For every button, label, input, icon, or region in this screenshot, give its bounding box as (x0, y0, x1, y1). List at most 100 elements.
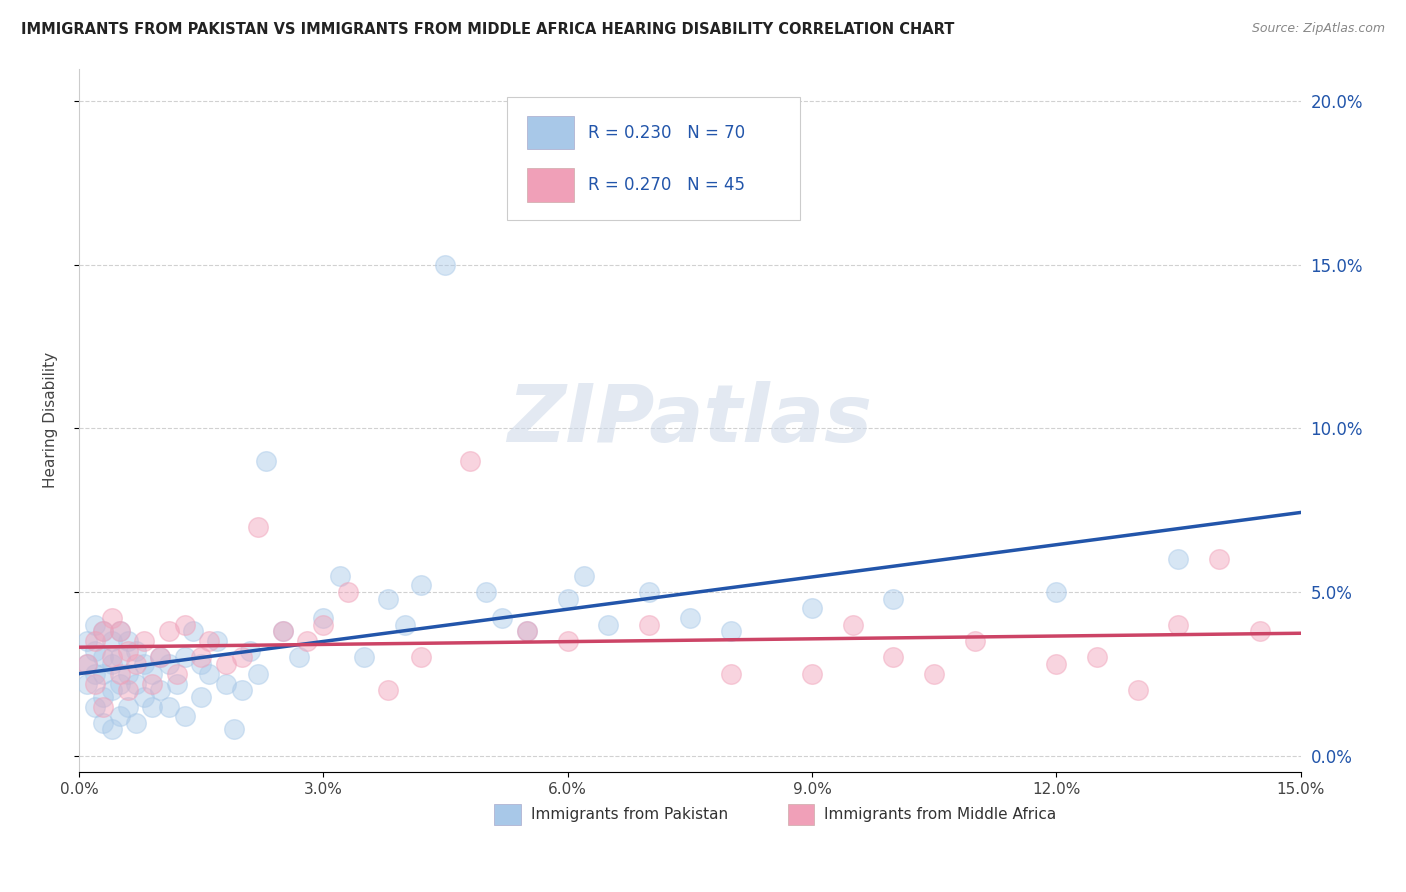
Point (132, 657, 155, 671)
Point (231, 683, 253, 698)
Point (84, 666, 107, 681)
Point (157, 624, 180, 639)
Text: ZIPatlas: ZIPatlas (508, 381, 872, 459)
Point (409, 578, 432, 592)
Point (166, 666, 188, 681)
Point (108, 676, 131, 690)
Point (801, 666, 824, 681)
Point (100, 634, 122, 648)
Point (84, 676, 107, 690)
Point (125, 644, 148, 658)
Point (100, 723, 122, 737)
Point (1249, 624, 1271, 639)
Point (132, 690, 155, 704)
Point (458, 454, 481, 468)
Point (125, 657, 148, 671)
Text: R = 0.270   N = 45: R = 0.270 N = 45 (588, 177, 745, 194)
Point (882, 650, 904, 665)
Point (141, 666, 163, 681)
Point (157, 699, 180, 714)
Point (720, 624, 742, 639)
Point (108, 650, 131, 665)
Point (93, 699, 115, 714)
FancyBboxPatch shape (506, 96, 800, 219)
Point (312, 617, 335, 632)
Point (84, 699, 107, 714)
Point (173, 617, 195, 632)
Point (1126, 683, 1149, 698)
Point (222, 723, 245, 737)
Point (181, 624, 204, 639)
Point (76, 657, 98, 671)
Text: R = 0.230   N = 70: R = 0.230 N = 70 (588, 123, 745, 142)
Point (1085, 650, 1108, 665)
Point (271, 624, 294, 639)
Point (141, 676, 163, 690)
Point (93, 624, 115, 639)
Point (157, 657, 180, 671)
Point (295, 634, 318, 648)
Point (173, 650, 195, 665)
Point (117, 666, 139, 681)
Point (271, 624, 294, 639)
Point (108, 624, 131, 639)
Point (247, 519, 270, 533)
Point (173, 709, 195, 723)
Point (93, 666, 115, 681)
Point (100, 650, 122, 665)
Point (377, 683, 399, 698)
Point (108, 666, 131, 681)
Point (1045, 657, 1067, 671)
Point (76, 634, 98, 648)
Point (1167, 617, 1189, 632)
Point (329, 568, 352, 582)
Point (394, 617, 416, 632)
Point (475, 585, 498, 599)
Point (100, 657, 122, 671)
Point (963, 634, 986, 648)
Point (76, 657, 98, 671)
FancyBboxPatch shape (527, 169, 574, 202)
Point (117, 634, 139, 648)
Point (117, 683, 139, 698)
Point (638, 585, 661, 599)
Point (93, 650, 115, 665)
Point (409, 650, 432, 665)
Point (638, 617, 661, 632)
Point (84, 634, 107, 648)
Point (434, 258, 457, 272)
Point (125, 676, 148, 690)
Point (598, 617, 620, 632)
Point (149, 650, 172, 665)
Point (239, 644, 262, 658)
Text: IMMIGRANTS FROM PAKISTAN VS IMMIGRANTS FROM MIDDLE AFRICA HEARING DISABILITY COR: IMMIGRANTS FROM PAKISTAN VS IMMIGRANTS F… (21, 22, 955, 37)
Point (117, 699, 139, 714)
Point (93, 624, 115, 639)
Point (149, 683, 172, 698)
Point (93, 715, 115, 730)
Point (108, 624, 131, 639)
Point (125, 715, 148, 730)
Point (491, 611, 513, 625)
Y-axis label: Hearing Disability: Hearing Disability (44, 352, 58, 488)
Point (312, 611, 335, 625)
Point (117, 644, 139, 658)
Point (190, 657, 212, 671)
Point (557, 634, 579, 648)
Point (922, 666, 945, 681)
Point (198, 666, 221, 681)
Point (1167, 552, 1189, 566)
FancyBboxPatch shape (495, 804, 522, 825)
Point (841, 617, 863, 632)
Text: Source: ZipAtlas.com: Source: ZipAtlas.com (1251, 22, 1385, 36)
Point (141, 699, 163, 714)
Point (254, 454, 277, 468)
FancyBboxPatch shape (787, 804, 814, 825)
Point (288, 650, 311, 665)
Point (84, 617, 107, 632)
Point (720, 666, 742, 681)
Point (93, 690, 115, 704)
Point (108, 709, 131, 723)
Point (247, 666, 270, 681)
Point (214, 657, 236, 671)
